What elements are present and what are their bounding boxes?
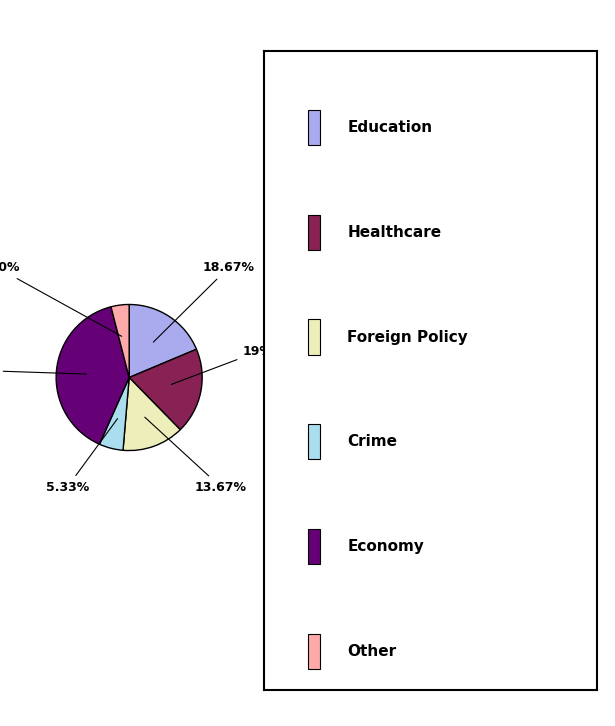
Wedge shape <box>123 378 180 451</box>
Bar <box>308 424 320 460</box>
Bar <box>308 110 320 145</box>
Wedge shape <box>100 378 129 450</box>
Text: 39.33%: 39.33% <box>0 364 86 377</box>
Text: 19%: 19% <box>171 346 272 385</box>
Bar <box>308 319 320 354</box>
Bar <box>308 634 320 669</box>
Bar <box>308 529 320 564</box>
Text: Education: Education <box>347 120 432 135</box>
Wedge shape <box>111 304 129 378</box>
Text: 13.67%: 13.67% <box>145 417 247 494</box>
Text: Other: Other <box>347 644 397 659</box>
Text: 18.67%: 18.67% <box>153 261 254 342</box>
Text: Economy: Economy <box>347 539 424 554</box>
Wedge shape <box>129 349 202 430</box>
Wedge shape <box>56 307 129 444</box>
Bar <box>308 215 320 250</box>
Text: Healthcare: Healthcare <box>347 225 442 240</box>
Text: 5.33%: 5.33% <box>46 419 117 494</box>
Wedge shape <box>129 304 196 378</box>
Text: Foreign Policy: Foreign Policy <box>347 330 468 345</box>
Text: 4.00%: 4.00% <box>0 261 122 336</box>
Text: Crime: Crime <box>347 434 397 449</box>
